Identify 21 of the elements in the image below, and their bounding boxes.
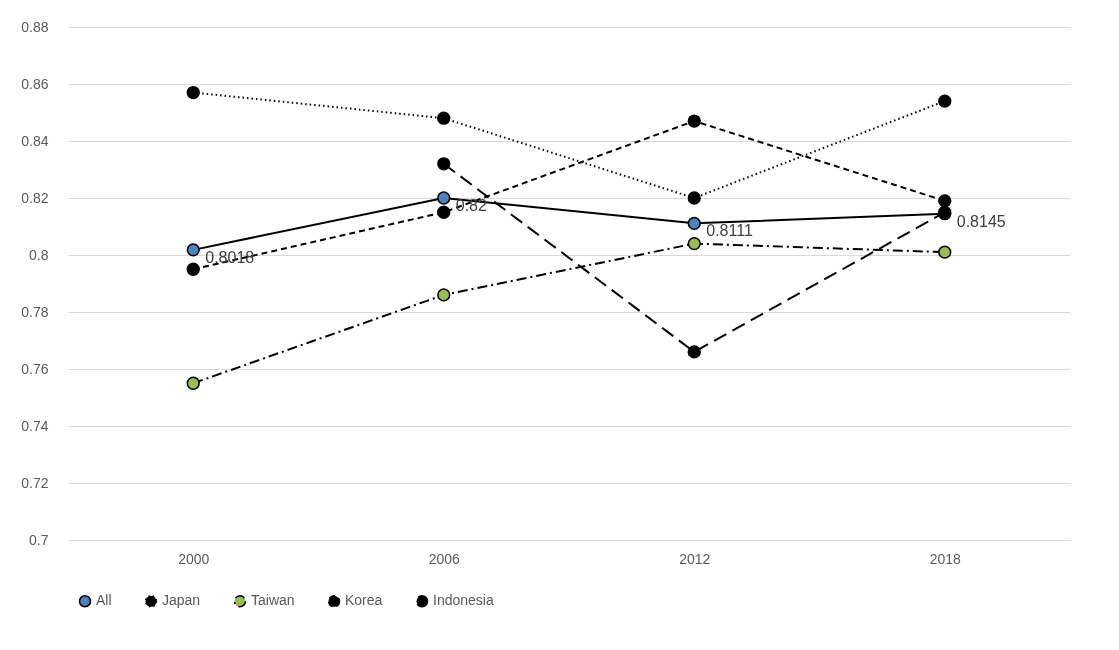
y-tick-label: 0.88 (21, 18, 49, 35)
y-tick-label: 0.86 (21, 75, 49, 92)
legend-label: Indonesia (433, 592, 494, 609)
data-label: 0.8111 (706, 222, 753, 240)
x-tick-label: 2012 (679, 550, 711, 567)
legend-label: Japan (162, 592, 201, 609)
y-tick-label: 0.7 (29, 531, 49, 548)
y-tick-label: 0.84 (21, 132, 49, 149)
legend-label: Taiwan (251, 592, 295, 609)
y-tick-label: 0.78 (21, 303, 49, 320)
y-tick-label: 0.72 (21, 474, 49, 491)
y-tick-label: 0.76 (21, 360, 49, 377)
legend-label: Korea (345, 592, 383, 609)
y-tick-label: 0.8 (29, 246, 49, 263)
legend-label: All (96, 592, 112, 609)
y-tick-label: 0.82 (21, 189, 49, 206)
y-tick-label: 0.74 (21, 417, 49, 434)
x-tick-label: 2000 (178, 550, 210, 567)
data-label: 0.8145 (956, 212, 1006, 230)
x-tick-label: 2018 (929, 550, 962, 567)
x-tick-label: 2006 (428, 550, 461, 567)
